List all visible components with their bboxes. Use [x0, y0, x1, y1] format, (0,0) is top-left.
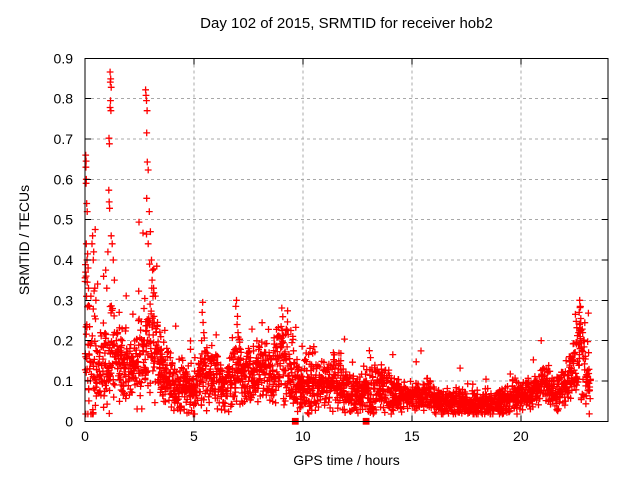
y-tick-label: 0.6: [54, 171, 74, 187]
x-axis-label: GPS time / hours: [293, 452, 400, 468]
y-tick-label: 0.3: [54, 292, 74, 308]
y-tick-label: 0.2: [54, 333, 74, 349]
y-tick-label: 0.4: [54, 252, 74, 268]
y-tick-label: 0.7: [54, 131, 74, 147]
chart-title: Day 102 of 2015, SRMTID for receiver hob…: [200, 15, 493, 32]
x-tick-label: 5: [190, 428, 198, 444]
y-axis-label: SRMTID / TECUs: [16, 184, 32, 296]
y-tick-label: 0.9: [54, 50, 74, 66]
y-tick-label: 0.5: [54, 212, 74, 228]
plot-border: [84, 57, 609, 422]
y-tick-label: 0.8: [54, 91, 74, 107]
y-tick-label: 0.1: [54, 373, 74, 389]
scatter-points: [81, 68, 594, 418]
x-tick-label: 15: [404, 428, 420, 444]
x-tick-label: 0: [81, 428, 89, 444]
y-tick-label: 0: [65, 413, 73, 429]
x-tick-label: 20: [513, 428, 529, 444]
x-tick-label: 10: [295, 428, 311, 444]
